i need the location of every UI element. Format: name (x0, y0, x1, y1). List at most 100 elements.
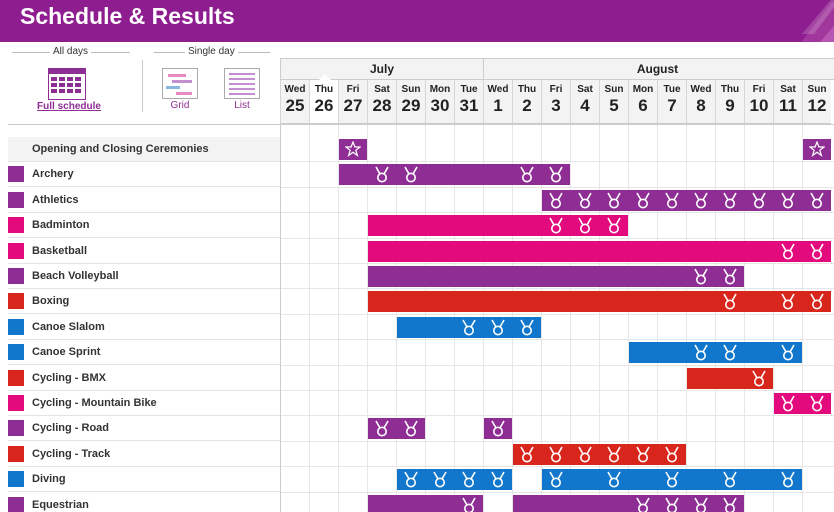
controls-divider (142, 60, 143, 112)
sport-row[interactable]: Athletics (8, 188, 280, 213)
date-column-header[interactable]: Sat 4 (570, 80, 599, 124)
event-bar[interactable] (368, 418, 425, 440)
event-bar[interactable] (774, 393, 831, 414)
grid-column-line (309, 125, 310, 512)
sport-name[interactable]: Basketball (32, 244, 88, 257)
sport-name[interactable]: Equestrian (32, 498, 89, 511)
sport-row[interactable]: Canoe Sprint (8, 340, 280, 366)
sport-row[interactable]: Cycling - BMX (8, 366, 280, 391)
day-of-week: Thu (314, 84, 334, 95)
sport-row[interactable]: Archery (8, 162, 280, 188)
grid-column-line (541, 125, 542, 512)
grid-view-button[interactable]: Grid (158, 68, 202, 114)
day-number: 12 (807, 96, 827, 115)
list-icon (224, 68, 260, 99)
month-header: July August (280, 58, 834, 80)
sport-color-swatch (8, 471, 24, 488)
sport-name[interactable]: Archery (32, 168, 74, 181)
sport-row[interactable]: Boxing (8, 289, 280, 315)
sport-name[interactable]: Opening and Closing Ceremonies (32, 143, 209, 155)
date-column-header[interactable]: Sun 29 (396, 80, 425, 124)
sport-row[interactable]: Cycling - Mountain Bike (8, 391, 280, 416)
event-bar[interactable] (803, 139, 831, 160)
date-column-header[interactable]: Thu 2 (512, 80, 541, 124)
event-bar[interactable] (484, 418, 512, 440)
grid-column-line (744, 125, 745, 512)
event-bar[interactable] (629, 342, 802, 364)
medal-icon (722, 293, 738, 310)
list-view-button[interactable]: List (220, 68, 264, 114)
event-bar[interactable] (687, 367, 773, 389)
date-column-header[interactable]: Fri 27 (338, 80, 367, 124)
full-schedule-button[interactable]: Full schedule (28, 64, 110, 116)
event-bar[interactable] (513, 443, 686, 465)
medal-icon (461, 319, 477, 336)
date-column-header[interactable]: Tue 31 (454, 80, 483, 124)
event-bar[interactable] (542, 189, 831, 211)
sport-row[interactable]: Equestrian (8, 493, 280, 512)
sport-name[interactable]: Cycling - BMX (32, 371, 106, 384)
date-column-header[interactable]: Sun 12 (802, 80, 831, 124)
date-column-header[interactable]: Fri 3 (541, 80, 570, 124)
grid-icon (162, 68, 198, 99)
sport-row[interactable]: Opening and Closing Ceremonies (8, 137, 280, 162)
sport-name[interactable]: Athletics (32, 193, 79, 206)
medal-icon (403, 471, 419, 488)
medal-icon (403, 420, 419, 437)
sport-row[interactable]: Cycling - Track (8, 442, 280, 467)
event-bar[interactable] (397, 316, 541, 338)
medal-icon (693, 268, 709, 285)
date-column-header[interactable]: Wed 1 (483, 80, 512, 124)
sport-row[interactable]: Canoe Slalom (8, 315, 280, 340)
date-column-header[interactable]: Fri 10 (744, 80, 773, 124)
event-bar[interactable] (397, 469, 512, 491)
sport-name[interactable]: Cycling - Road (32, 422, 110, 435)
date-column-header[interactable]: Tue 7 (657, 80, 686, 124)
date-column-header[interactable]: Wed 25 (280, 80, 309, 124)
event-bar[interactable] (368, 291, 831, 313)
date-column-header[interactable]: Mon 30 (425, 80, 454, 124)
date-column-header[interactable]: Sat 11 (773, 80, 802, 124)
date-column-header[interactable]: Wed 8 (686, 80, 715, 124)
grid-column-line (802, 125, 803, 512)
day-of-week: Tue (460, 84, 478, 95)
day-of-week: Mon (429, 84, 451, 95)
event-bar[interactable] (542, 469, 802, 491)
grid-row-line (281, 237, 834, 239)
event-bar[interactable] (339, 164, 570, 186)
sport-row[interactable]: Beach Volleyball (8, 264, 280, 289)
sport-name[interactable]: Cycling - Mountain Bike (32, 397, 157, 409)
day-number: 8 (696, 96, 706, 115)
sport-row[interactable]: Basketball (8, 239, 280, 264)
sport-row[interactable]: Diving (8, 467, 280, 493)
date-column-header[interactable]: Sat 28 (367, 80, 396, 124)
day-number: 10 (749, 96, 769, 115)
day-of-week: Sat (577, 84, 593, 95)
event-bar[interactable] (339, 139, 367, 160)
date-column-header[interactable]: Mon 6 (628, 80, 657, 124)
medal-icon (635, 446, 651, 463)
sport-name[interactable]: Canoe Sprint (32, 346, 101, 359)
sport-name[interactable]: Badminton (32, 219, 90, 232)
event-bar[interactable] (368, 266, 744, 287)
date-column-header[interactable]: Thu 26 (309, 74, 338, 124)
sport-name[interactable]: Diving (32, 473, 66, 486)
sport-name[interactable]: Canoe Slalom (32, 320, 105, 333)
day-number: 30 (430, 96, 450, 115)
sport-name[interactable]: Beach Volleyball (32, 270, 119, 282)
sport-name[interactable]: Cycling - Track (32, 447, 111, 460)
date-column-header[interactable]: Thu 9 (715, 80, 744, 124)
date-column-header[interactable]: Sun 5 (599, 80, 628, 124)
medal-icon (461, 471, 477, 488)
sport-name[interactable]: Boxing (32, 295, 70, 308)
event-bar[interactable] (513, 494, 744, 512)
sport-row[interactable]: Cycling - Road (8, 416, 280, 442)
event-bar[interactable] (368, 215, 628, 237)
day-number: 26 (314, 96, 334, 115)
event-bar[interactable] (368, 494, 483, 512)
event-bar[interactable] (368, 240, 831, 262)
medal-icon (577, 192, 593, 209)
header-decoration (801, 0, 834, 42)
sport-row[interactable]: Badminton (8, 213, 280, 239)
sport-color-swatch (8, 318, 24, 335)
